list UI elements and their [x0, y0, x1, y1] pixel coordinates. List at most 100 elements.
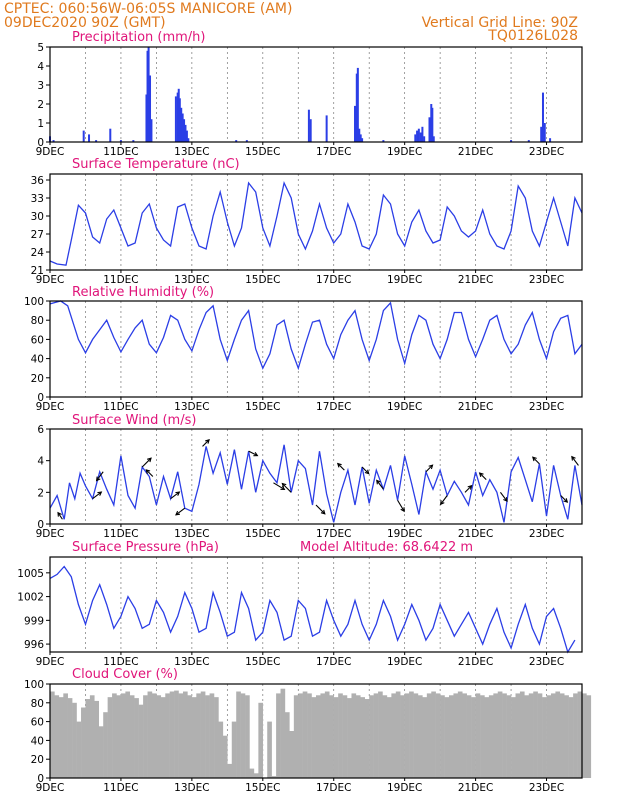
y-tick-label: 60: [31, 717, 44, 729]
cloud-bar: [422, 697, 428, 778]
cloud-bar: [54, 695, 60, 778]
y-tick-label: 0: [37, 773, 44, 785]
cloud-cover-plot: 0 20 40 60 80 100 9DEC 11DEC 13DEC 15DEC 17DEC 19DE…: [24, 679, 592, 794]
cloud-bar: [205, 695, 210, 778]
precip-bar: [527, 140, 530, 142]
precip-bar: [423, 136, 426, 142]
cloud-bar: [400, 695, 405, 778]
rh-frame: [49, 300, 583, 398]
wind-arrow: [425, 464, 434, 473]
precip-bar: [428, 117, 431, 142]
cloud-bar: [369, 695, 374, 778]
x-tick-label: 23DEC: [529, 656, 564, 668]
temperature-plot: 21 24 27 30 33 36 9DEC 11DEC 13DEC 15DEC 17DEC 19DE…: [31, 173, 583, 286]
y-tick-label: 1002: [17, 592, 44, 604]
cloud-bar: [333, 697, 339, 778]
x-tick-label: 17DEC: [316, 146, 351, 158]
precip-bar: [431, 107, 434, 142]
x-tick-label: 21DEC: [458, 656, 493, 668]
x-tick-label: 23DEC: [529, 782, 564, 794]
cloud-bar: [519, 691, 525, 778]
cloud-bar: [316, 695, 321, 778]
cloud-bar: [160, 697, 166, 778]
precip-bar: [540, 126, 543, 142]
cloud-bar: [409, 691, 414, 778]
wind-arrow: [478, 472, 487, 481]
cloud-bar: [347, 698, 352, 778]
y-tick-label: 27: [31, 229, 44, 241]
cloud-bar: [395, 691, 401, 778]
cloud-bar: [324, 691, 330, 778]
cloud-bar: [382, 695, 388, 778]
precip-bar: [417, 128, 420, 142]
y-tick-label: 999: [24, 615, 44, 627]
y-tick-label: 4: [37, 456, 44, 468]
cloud-bar: [143, 695, 148, 778]
precip-bar: [355, 73, 358, 142]
wind-title: Surface Wind (m/s): [72, 413, 196, 428]
cloud-bar: [338, 693, 343, 778]
wind-arrow: [315, 504, 326, 515]
x-tick-label: 23DEC: [529, 146, 564, 158]
wind-arrow: [439, 495, 448, 506]
cloud-bar: [276, 693, 281, 778]
x-tick-label: 15DEC: [245, 656, 280, 668]
cloud-bar: [493, 693, 498, 778]
cloud-bar: [351, 693, 357, 778]
x-tick-label: 11DEC: [103, 274, 138, 286]
cloud-bar: [533, 691, 538, 778]
y-tick-label: 0: [37, 392, 44, 404]
cloud-bar: [293, 695, 299, 778]
x-tick-label: 9DEC: [36, 274, 65, 286]
cloud-bar: [506, 695, 512, 778]
cloud-bar: [586, 695, 592, 778]
cloud-bar: [245, 695, 250, 778]
cloud-bar: [582, 693, 587, 778]
x-tick-label: 13DEC: [174, 146, 209, 158]
wind-arrow: [361, 466, 370, 475]
wind-arrow: [571, 455, 579, 466]
precip-bar: [183, 119, 186, 142]
wind-arrow: [95, 471, 104, 482]
cloud-frame: [49, 683, 583, 779]
precip-bar: [184, 124, 187, 142]
precip-bar: [145, 94, 148, 142]
cloud-bar: [138, 704, 144, 778]
cloud-bar: [391, 693, 397, 778]
cloud-bar: [134, 698, 139, 778]
x-tick-label: 15DEC: [245, 528, 280, 540]
x-tick-label: 19DEC: [387, 782, 422, 794]
y-tick-label: 33: [31, 193, 44, 205]
x-tick-label: 21DEC: [458, 274, 493, 286]
cloud-bar: [209, 693, 215, 778]
x-tick-label: 11DEC: [103, 401, 138, 413]
wind-arrow: [376, 479, 384, 490]
cloud-bar: [524, 695, 530, 778]
precip-frame: [49, 46, 583, 143]
cloud-bar: [528, 693, 534, 778]
cloud-bar: [431, 691, 436, 778]
cloud-bar: [222, 735, 228, 778]
precip-bar: [356, 67, 359, 142]
x-tick-label: 9DEC: [36, 146, 65, 158]
precip-bar: [382, 140, 385, 142]
precip-bar: [416, 130, 419, 142]
cloud-bar: [249, 768, 255, 778]
precip-bar: [245, 140, 248, 142]
cloud-bar: [289, 731, 295, 778]
y-tick-label: 40: [31, 735, 44, 747]
precip-bar: [132, 140, 135, 142]
precip-bar: [95, 140, 98, 142]
pressure-title: Surface Pressure (hPa): [72, 540, 219, 555]
x-tick-label: 21DEC: [458, 146, 493, 158]
cloud-bar: [329, 695, 334, 778]
cloud-bar: [559, 693, 565, 778]
temperature-title: Surface Temperature (nC): [72, 157, 240, 172]
precipitation-title: Precipitation (mm/h): [72, 30, 205, 45]
cloud-bar: [271, 776, 277, 778]
cloud-bar: [178, 693, 184, 778]
wind-arrow: [202, 439, 210, 447]
cloud-bar: [50, 691, 55, 778]
y-tick-label: 1005: [17, 568, 44, 580]
precip-bar: [421, 126, 424, 142]
